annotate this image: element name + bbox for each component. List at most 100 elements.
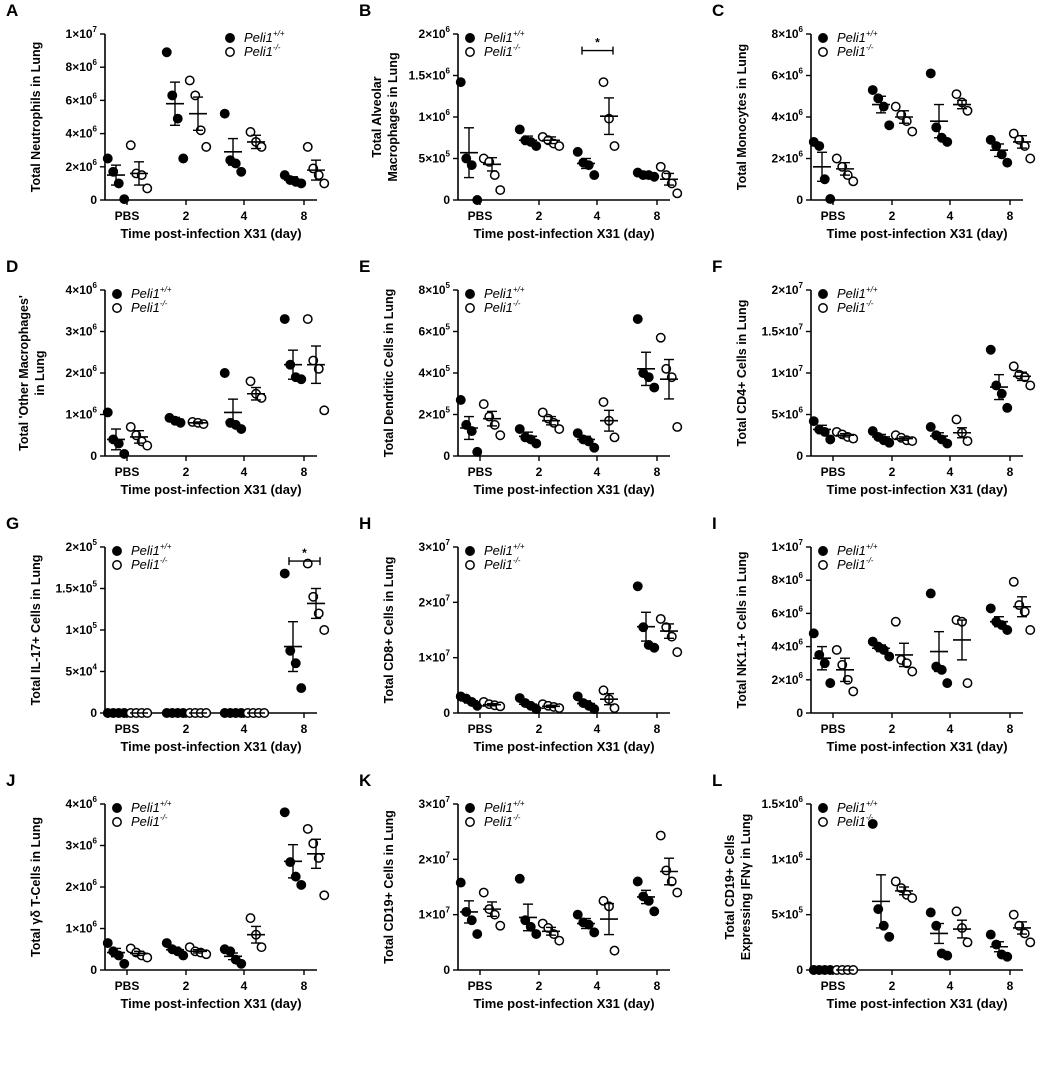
data-point [951, 906, 962, 917]
x-tick-label: 8 [1007, 722, 1014, 736]
data-point [478, 887, 489, 898]
y-tick-label: 0 [796, 449, 803, 463]
data-point [236, 166, 247, 177]
data-point [598, 397, 609, 408]
y-axis-label: Total Monocytes in Lung [735, 44, 749, 190]
y-tick-label: 0 [443, 449, 450, 463]
legend-marker [818, 817, 828, 827]
data-point [962, 937, 973, 948]
y-tick-label: 0 [796, 706, 803, 720]
panel-label: E [359, 257, 370, 276]
data-point [472, 929, 483, 939]
x-tick-label: PBS [115, 465, 140, 479]
y-tick-label: 0 [796, 963, 803, 977]
data-point [296, 879, 307, 890]
x-axis-label: Time post-infection X31 (day) [473, 739, 654, 754]
x-tick-label: 4 [947, 722, 954, 736]
y-tick-label: 1×106 [419, 108, 451, 124]
data-point [589, 704, 600, 715]
data-point [884, 931, 895, 942]
data-point [655, 830, 666, 841]
legend-marker [465, 33, 475, 43]
legend-label: Peli1-/- [131, 299, 168, 315]
data-point [256, 942, 267, 953]
data-point [808, 416, 819, 427]
x-tick-label: 8 [654, 722, 661, 736]
data-point [649, 382, 660, 393]
data-point [985, 603, 996, 614]
y-tick-label: 1×107 [772, 364, 804, 380]
legend-marker [465, 289, 475, 299]
legend-marker [112, 289, 122, 299]
y-tick-label: 1.5×106 [409, 67, 451, 83]
x-tick-label: 4 [947, 465, 954, 479]
y-tick-label: 6×105 [419, 323, 451, 339]
y-axis-label: Total Neutrophils in Lung [29, 42, 43, 192]
data-point [119, 958, 130, 969]
data-point [319, 405, 330, 416]
x-axis-label: Time post-infection X31 (day) [473, 482, 654, 497]
y-tick-label: 1×107 [66, 25, 98, 41]
data-point [848, 176, 859, 187]
data-point [632, 876, 643, 887]
data-point [1025, 153, 1036, 164]
legend-label: Peli1-/- [484, 299, 521, 315]
y-tick-label: 2×106 [772, 671, 804, 687]
data-point [825, 194, 836, 204]
data-point [1008, 576, 1019, 587]
data-point [102, 153, 113, 164]
data-point [319, 625, 330, 635]
y-tick-label: 5×106 [772, 406, 804, 422]
data-point [572, 428, 583, 439]
data-point [1008, 361, 1019, 372]
data-point [1002, 951, 1013, 962]
x-axis-label: Time post-infection X31 (day) [826, 739, 1007, 754]
data-point [1025, 380, 1036, 391]
data-point [1008, 128, 1019, 139]
data-point [825, 434, 836, 445]
data-point [495, 701, 506, 712]
x-axis-label: Time post-infection X31 (day) [826, 996, 1007, 1011]
legend-marker [112, 560, 122, 570]
data-point [472, 195, 483, 205]
panel-label: J [6, 771, 15, 790]
data-point [1002, 157, 1013, 168]
panel-label: C [712, 1, 724, 20]
x-tick-label: 4 [594, 979, 601, 993]
data-point [985, 929, 996, 940]
y-tick-label: 4×105 [419, 364, 451, 380]
data-point [455, 77, 466, 88]
data-point [831, 644, 842, 655]
x-tick-label: 2 [183, 979, 190, 993]
x-axis-label: Time post-infection X31 (day) [826, 482, 1007, 497]
y-tick-label: 2×106 [419, 25, 451, 41]
data-point [848, 686, 859, 697]
data-point [219, 108, 230, 119]
x-axis-label: Time post-infection X31 (day) [120, 739, 301, 754]
y-tick-label: 1×106 [772, 850, 804, 866]
x-tick-label: 2 [536, 722, 543, 736]
data-point [455, 877, 466, 888]
x-tick-label: 8 [301, 979, 308, 993]
significance-star: * [595, 36, 600, 50]
legend-label: Peli1-/- [484, 556, 521, 572]
data-point [495, 185, 506, 195]
x-tick-label: 4 [241, 209, 248, 223]
x-axis-label: Time post-infection X31 (day) [120, 226, 301, 241]
x-tick-label: 4 [241, 465, 248, 479]
data-point [119, 448, 130, 459]
y-tick-label: 0 [90, 193, 97, 207]
y-tick-label: 8×106 [66, 58, 98, 74]
data-point [175, 417, 186, 428]
data-point [537, 407, 548, 418]
legend-label: Peli1-/- [484, 43, 521, 59]
data-point [1025, 625, 1036, 635]
x-tick-label: 2 [536, 209, 543, 223]
y-tick-label: 2×107 [419, 850, 451, 866]
panel-label: D [6, 257, 18, 276]
y-tick-label: 0 [90, 449, 97, 463]
